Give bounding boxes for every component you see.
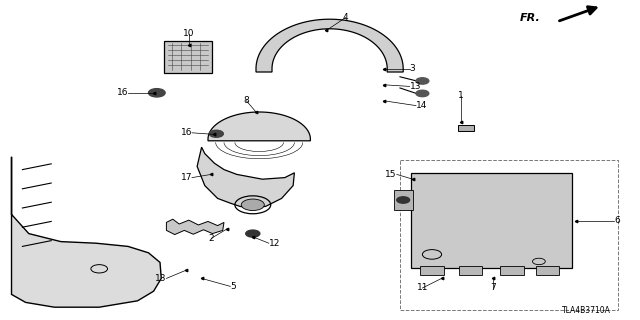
Circle shape [241, 199, 264, 211]
Circle shape [209, 130, 223, 137]
Text: 12: 12 [269, 239, 280, 248]
Text: 8: 8 [244, 96, 249, 105]
Polygon shape [12, 157, 161, 307]
Circle shape [148, 89, 165, 97]
Bar [500, 266, 524, 275]
Text: 6: 6 [614, 216, 620, 225]
Circle shape [397, 197, 410, 203]
Text: 15: 15 [385, 170, 397, 179]
Text: 11: 11 [417, 284, 428, 292]
Circle shape [416, 90, 429, 97]
Bar [458, 125, 474, 131]
Bar [536, 266, 559, 275]
Text: 13: 13 [410, 82, 421, 91]
Text: 14: 14 [416, 101, 428, 110]
Text: 7: 7 [490, 284, 495, 292]
Polygon shape [256, 19, 403, 72]
Text: 10: 10 [183, 29, 195, 38]
Text: 3: 3 [410, 64, 415, 73]
Text: 16: 16 [180, 128, 192, 137]
Text: 4: 4 [343, 13, 348, 22]
Text: 2: 2 [209, 234, 214, 243]
Bar [394, 190, 413, 210]
Text: FR.: FR. [520, 12, 541, 23]
Bar [420, 266, 444, 275]
Polygon shape [197, 147, 294, 208]
Polygon shape [208, 112, 310, 141]
Text: 1: 1 [458, 92, 463, 100]
FancyBboxPatch shape [411, 173, 572, 268]
Text: TLA4B3710A: TLA4B3710A [563, 306, 611, 315]
Bar [459, 266, 482, 275]
Circle shape [246, 230, 260, 237]
FancyBboxPatch shape [164, 41, 212, 73]
Circle shape [416, 78, 429, 84]
Polygon shape [166, 219, 224, 235]
Text: 13: 13 [155, 274, 166, 283]
Text: 16: 16 [116, 88, 128, 97]
Text: 5: 5 [230, 282, 236, 291]
Text: 17: 17 [180, 173, 192, 182]
Bar [400, 160, 618, 310]
